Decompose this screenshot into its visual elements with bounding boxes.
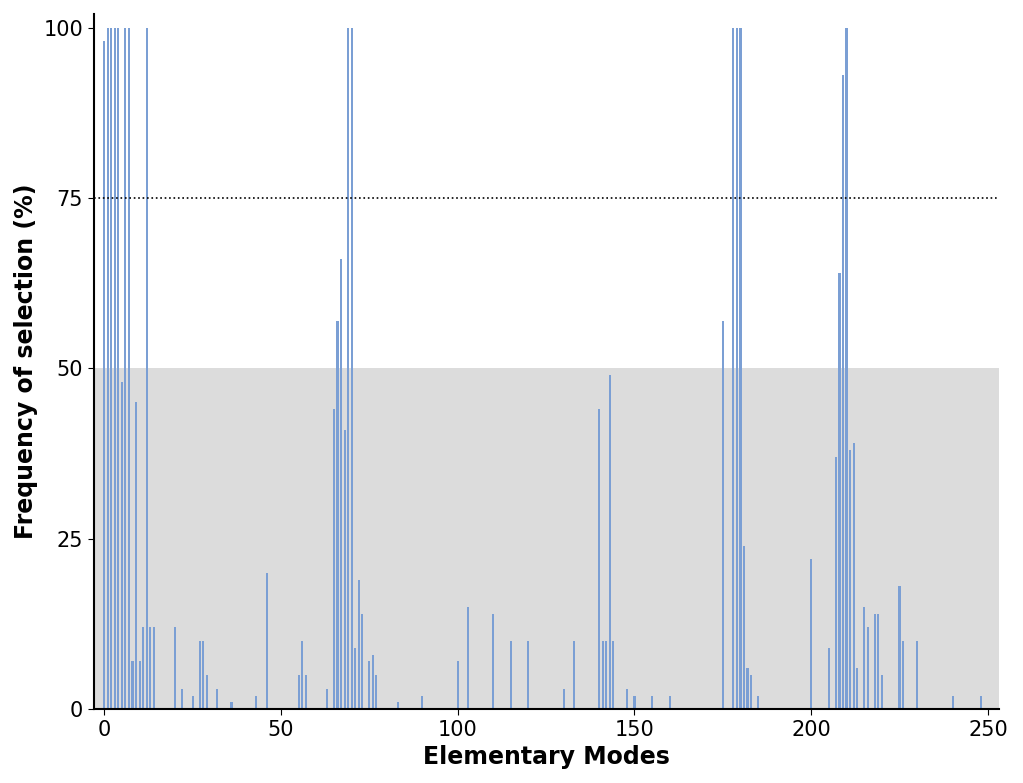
Bar	[191, 695, 193, 709]
Bar	[354, 648, 356, 709]
Bar	[917, 641, 919, 709]
Bar	[216, 689, 218, 709]
Bar	[206, 675, 208, 709]
Bar	[128, 27, 130, 709]
Bar	[298, 675, 300, 709]
Bar	[980, 695, 982, 709]
Bar	[255, 695, 257, 709]
Bar	[375, 675, 377, 709]
Bar	[347, 27, 349, 709]
Bar	[740, 27, 742, 709]
Bar	[305, 675, 307, 709]
Bar	[757, 695, 759, 709]
Bar	[421, 695, 424, 709]
Bar	[149, 627, 151, 709]
Bar	[736, 27, 738, 709]
Bar	[121, 382, 123, 709]
Y-axis label: Frequency of selection (%): Frequency of selection (%)	[14, 184, 38, 539]
Bar	[181, 689, 183, 709]
Bar	[602, 641, 604, 709]
X-axis label: Elementary Modes: Elementary Modes	[422, 745, 669, 769]
Bar	[651, 695, 653, 709]
Bar	[368, 662, 370, 709]
Bar	[722, 320, 724, 709]
Bar	[326, 689, 328, 709]
Bar	[230, 702, 232, 709]
Bar	[849, 450, 851, 709]
Bar	[358, 579, 360, 709]
Bar	[103, 41, 105, 709]
Bar	[845, 27, 848, 709]
Bar	[881, 675, 883, 709]
Bar	[106, 27, 108, 709]
Bar	[468, 607, 470, 709]
Bar	[747, 668, 749, 709]
Bar	[573, 641, 575, 709]
Bar	[898, 586, 900, 709]
Bar	[863, 607, 865, 709]
Bar	[142, 627, 144, 709]
Bar	[598, 410, 601, 709]
Bar	[902, 641, 904, 709]
Bar	[856, 668, 858, 709]
Bar	[563, 689, 565, 709]
Bar	[266, 573, 268, 709]
Bar	[626, 689, 628, 709]
Bar	[110, 27, 113, 709]
Bar	[456, 662, 458, 709]
Bar	[951, 695, 953, 709]
Bar	[732, 27, 735, 709]
Bar	[361, 614, 363, 709]
Bar	[337, 320, 339, 709]
Bar	[344, 430, 346, 709]
Bar	[750, 675, 752, 709]
Bar	[131, 662, 134, 709]
Bar	[810, 559, 812, 709]
Bar	[138, 662, 140, 709]
Bar	[351, 27, 353, 709]
Bar	[118, 27, 120, 709]
Bar	[371, 655, 374, 709]
Bar	[198, 641, 201, 709]
Bar	[340, 259, 342, 709]
Bar	[203, 641, 205, 709]
Bar	[828, 648, 830, 709]
Bar	[397, 702, 399, 709]
Bar	[152, 627, 154, 709]
Bar	[609, 375, 611, 709]
Bar	[125, 27, 127, 709]
Bar	[135, 402, 137, 709]
Bar	[114, 27, 116, 709]
Bar	[332, 410, 336, 709]
Bar	[94, 368, 998, 709]
Bar	[835, 457, 837, 709]
Bar	[874, 614, 876, 709]
Bar	[878, 614, 880, 709]
Bar	[743, 546, 745, 709]
Bar	[301, 641, 303, 709]
Bar	[633, 695, 635, 709]
Bar	[866, 627, 869, 709]
Bar	[492, 614, 494, 709]
Bar	[527, 641, 530, 709]
Bar	[174, 627, 176, 709]
Bar	[509, 641, 512, 709]
Bar	[612, 641, 614, 709]
Bar	[842, 75, 844, 709]
Bar	[145, 27, 147, 709]
Bar	[605, 641, 608, 709]
Bar	[839, 273, 841, 709]
Bar	[669, 695, 671, 709]
Bar	[852, 443, 854, 709]
